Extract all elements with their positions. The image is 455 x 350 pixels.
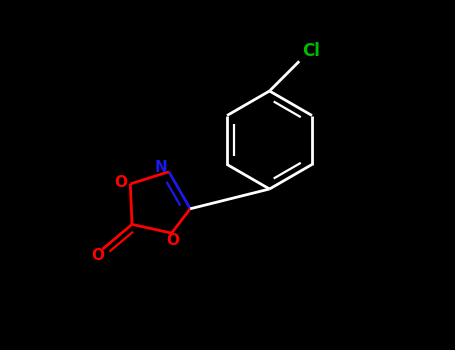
Text: O: O: [91, 248, 104, 263]
Text: N: N: [155, 160, 167, 175]
Text: O: O: [166, 233, 179, 248]
Text: Cl: Cl: [302, 42, 320, 60]
Text: O: O: [114, 175, 127, 190]
